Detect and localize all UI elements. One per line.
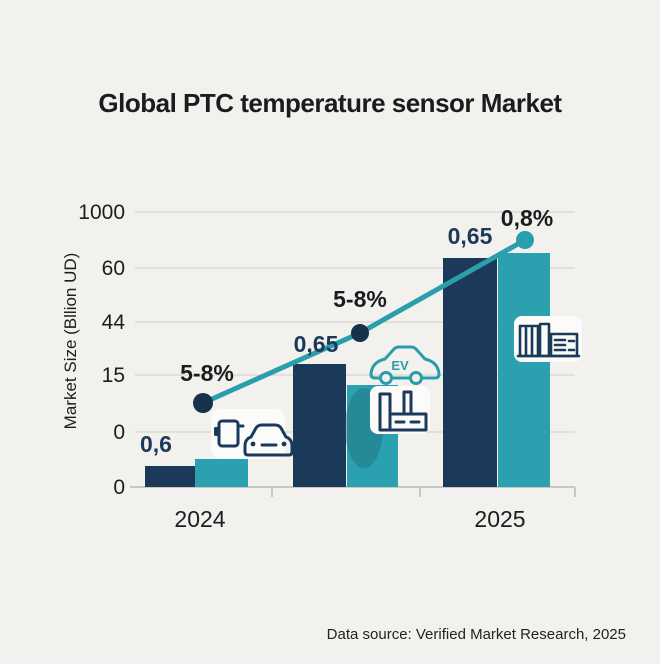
x-tick-label: 2024 (174, 506, 225, 532)
growth-percent-label: 5-8% (333, 286, 387, 312)
ev-car-icon: EV (369, 345, 441, 385)
y-tick-label: 44 (102, 311, 126, 334)
growth-percent-label: 5-8% (180, 360, 234, 386)
y-axis-title: Market Size (Bllion UD) (61, 253, 80, 430)
bar-group3-navy (443, 258, 497, 487)
bar-group2-navy (293, 364, 346, 487)
industrial-plant-icon (514, 316, 582, 362)
factory-chimney-icon (370, 386, 430, 434)
trend-dot-1 (193, 393, 213, 413)
trend-dot-2 (351, 324, 369, 342)
x-tick-label: 2025 (474, 506, 525, 532)
car-with-sensor-icon (211, 409, 294, 459)
y-tick-label: 0 (113, 421, 125, 444)
bar-group1-navy (145, 466, 195, 487)
bar-value-label: 0,65 (448, 223, 493, 249)
bar-group3-teal (498, 253, 550, 487)
chart-icons-layer: EV (211, 316, 582, 459)
growth-percent-label: 0,8% (501, 205, 553, 231)
bar-group1-teal (195, 459, 248, 487)
y-tick-label: 0 (113, 476, 125, 499)
bar-value-label: 0,65 (294, 331, 339, 357)
data-source-note: Data source: Verified Market Research, 2… (326, 626, 626, 643)
chart-generated-layer: 1000 60 44 15 0 0 Market Size (Bllion UD) 0,6 0,… (61, 201, 576, 532)
trend-dot-3 (516, 231, 534, 249)
ev-icon-label: EV (391, 358, 409, 373)
y-tick-label: 15 (102, 364, 125, 387)
bar-value-label: 0,6 (140, 431, 172, 457)
y-tick-label: 1000 (78, 201, 125, 224)
chart-title: Global PTC temperature sensor Market (98, 88, 562, 118)
y-tick-label: 60 (102, 257, 125, 280)
